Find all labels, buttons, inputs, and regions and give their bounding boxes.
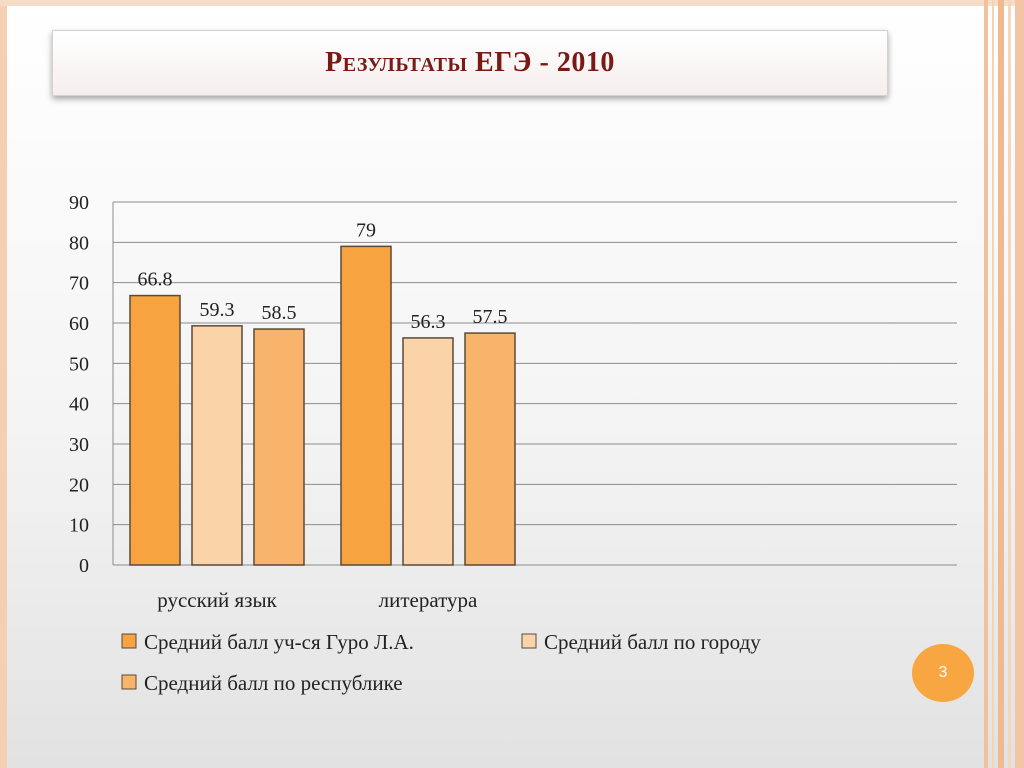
data-label: 56.3: [411, 311, 446, 333]
page-number-badge: 3: [912, 644, 974, 702]
y-tick-label: 50: [69, 353, 89, 375]
legend-swatch: [121, 674, 137, 690]
y-tick-label: 70: [69, 273, 89, 295]
page-number: 3: [938, 664, 948, 681]
bar: [340, 245, 392, 566]
y-tick-label: 80: [69, 232, 89, 254]
data-label: 79: [356, 219, 376, 241]
data-label: 59.3: [200, 299, 235, 321]
legend-label: Средний балл уч-ся Гуро Л.А.: [144, 630, 414, 654]
slide-title: Результаты ЕГЭ - 2010: [325, 47, 615, 78]
y-tick-label: 0: [79, 555, 89, 577]
y-tick-label: 60: [69, 313, 89, 335]
data-label: 57.5: [473, 306, 508, 328]
y-tick-label: 40: [69, 394, 89, 416]
legend-swatch: [521, 633, 537, 649]
legend-label: Средний балл по республике: [144, 671, 403, 695]
data-label: 58.5: [262, 302, 297, 324]
bar: [464, 332, 516, 566]
x-category-label: литература: [379, 588, 478, 612]
x-category-label: русский язык: [157, 588, 277, 612]
bar: [129, 294, 181, 566]
legend-label: Средний балл по городу: [544, 630, 761, 654]
title-box: Результаты ЕГЭ - 2010: [52, 30, 888, 96]
y-tick-label: 90: [69, 192, 89, 214]
y-tick-label: 30: [69, 434, 89, 456]
bar: [191, 325, 243, 566]
legend-swatch: [121, 633, 137, 649]
y-tick-label: 10: [69, 515, 89, 537]
y-tick-label: 20: [69, 474, 89, 496]
bar: [253, 328, 305, 566]
data-label: 66.8: [138, 269, 173, 291]
bar: [402, 337, 454, 566]
